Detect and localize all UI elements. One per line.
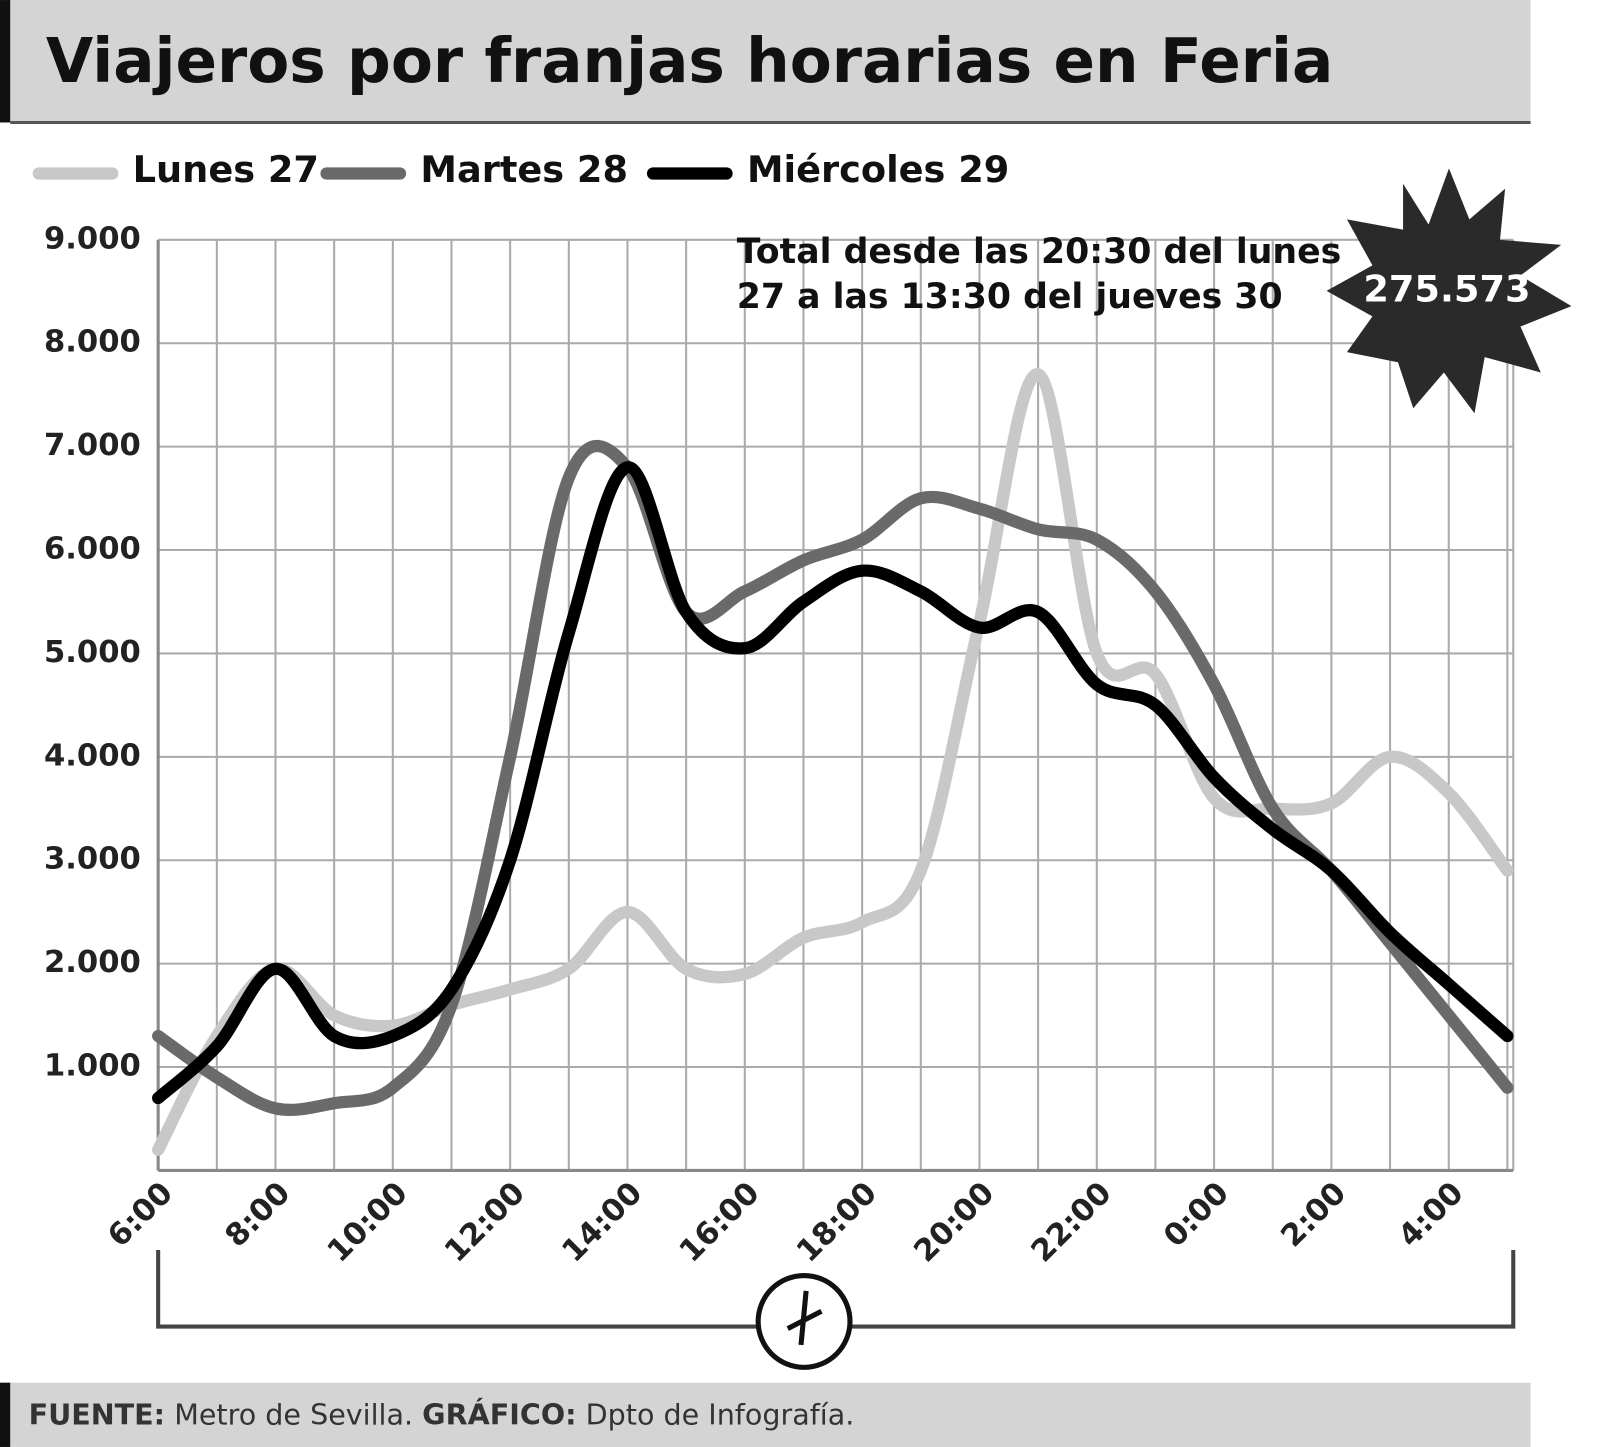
grid (156, 238, 1515, 1172)
y-tick-label: 7.000 (44, 428, 141, 463)
title-band (0, 0, 1531, 123)
y-tick-label: 9.000 (44, 221, 141, 256)
legend-label: Martes 28 (420, 148, 628, 191)
x-tick-label: 10:00 (321, 1176, 415, 1270)
series-line (152, 368, 1514, 1156)
x-tick-label: 8:00 (219, 1176, 298, 1255)
x-tick-label: 18:00 (790, 1176, 884, 1270)
y-tick-label: 8.000 (44, 325, 141, 360)
series-line (152, 439, 1514, 1117)
y-tick-label: 5.000 (44, 635, 141, 670)
footer-band (0, 1382, 1531, 1447)
legend-label: Miércoles 29 (747, 148, 1009, 191)
lines (152, 368, 1514, 1156)
clock-hands (786, 1290, 823, 1346)
legend: Lunes 27 Martes 28 Miércoles 29 (32, 148, 1009, 191)
graphic-label: GRÁFICO: (422, 1397, 576, 1431)
y-tick-label: 4.000 (44, 738, 141, 773)
source: FUENTE: Metro de Sevilla. GRÁFICO: Dpto … (29, 1397, 855, 1431)
x-tick-label: 12:00 (438, 1176, 532, 1270)
annotation: 27 a las 13:30 del jueves 30 (737, 277, 1283, 317)
x-tick-label: 4:00 (1392, 1176, 1471, 1255)
y-tick-label: 6.000 (44, 532, 141, 567)
y-tick-label: 2.000 (44, 945, 141, 980)
x-tick-label: 22:00 (1025, 1176, 1119, 1270)
chart-title: Viajeros por franjas horarias en Feria (46, 26, 1333, 97)
graphic-text: Dpto de Infografía. (586, 1397, 855, 1431)
y-tick-label: 1.000 (44, 1049, 141, 1084)
source-text: Metro de Sevilla. (174, 1397, 413, 1431)
x-tick-label: 14:00 (556, 1176, 650, 1270)
source-label: FUENTE: (29, 1397, 166, 1431)
starburst (1326, 168, 1572, 414)
x-tick-label: 6:00 (101, 1176, 180, 1255)
x-tick-label: 0:00 (1157, 1176, 1236, 1255)
legend-label: Lunes 27 (133, 148, 319, 191)
total-badge: 275.573 (1363, 267, 1530, 310)
x-tick-label: 20:00 (908, 1176, 1002, 1270)
annotation: Total desde las 20:30 del lunes (737, 232, 1342, 272)
footer-stripe (0, 1382, 11, 1447)
x-tick-label: 16:00 (673, 1176, 767, 1270)
series-line (152, 461, 1514, 1105)
title-stripe (0, 0, 11, 123)
x-tick-label: 2:00 (1275, 1176, 1354, 1255)
y-tick-label: 3.000 (44, 842, 141, 877)
